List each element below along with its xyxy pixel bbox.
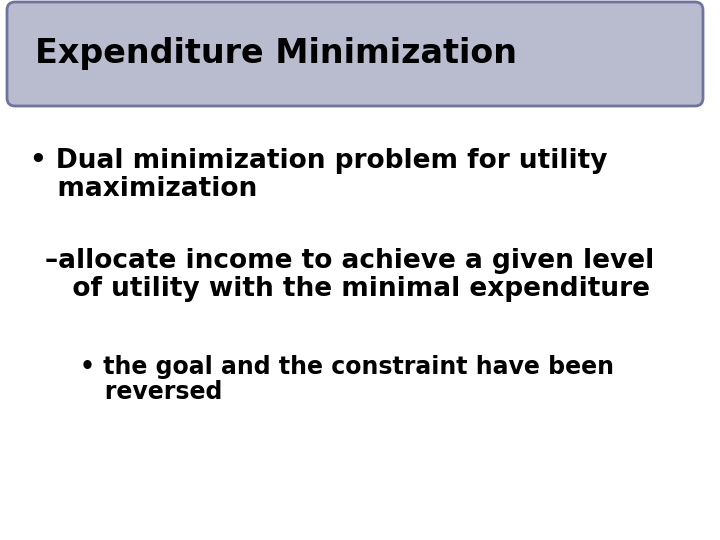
Text: –allocate income to achieve a given level: –allocate income to achieve a given leve… xyxy=(45,248,654,274)
Text: • Dual minimization problem for utility: • Dual minimization problem for utility xyxy=(30,148,608,174)
Text: reversed: reversed xyxy=(80,380,222,404)
FancyBboxPatch shape xyxy=(7,2,703,106)
Text: of utility with the minimal expenditure: of utility with the minimal expenditure xyxy=(45,276,650,302)
Text: maximization: maximization xyxy=(30,176,257,202)
Text: • the goal and the constraint have been: • the goal and the constraint have been xyxy=(80,355,614,379)
Text: Expenditure Minimization: Expenditure Minimization xyxy=(35,37,517,71)
